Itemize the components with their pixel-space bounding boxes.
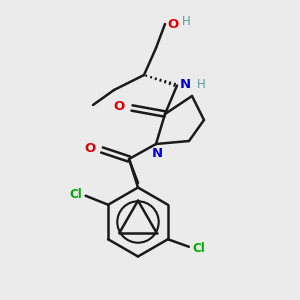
Text: H: H: [196, 77, 205, 91]
Text: O: O: [85, 142, 96, 155]
Text: N: N: [152, 147, 163, 160]
Text: N: N: [179, 77, 191, 91]
Text: Cl: Cl: [70, 188, 83, 201]
Text: Cl: Cl: [192, 242, 205, 255]
Text: H: H: [182, 14, 190, 28]
Text: O: O: [167, 17, 179, 31]
Text: O: O: [113, 100, 124, 113]
